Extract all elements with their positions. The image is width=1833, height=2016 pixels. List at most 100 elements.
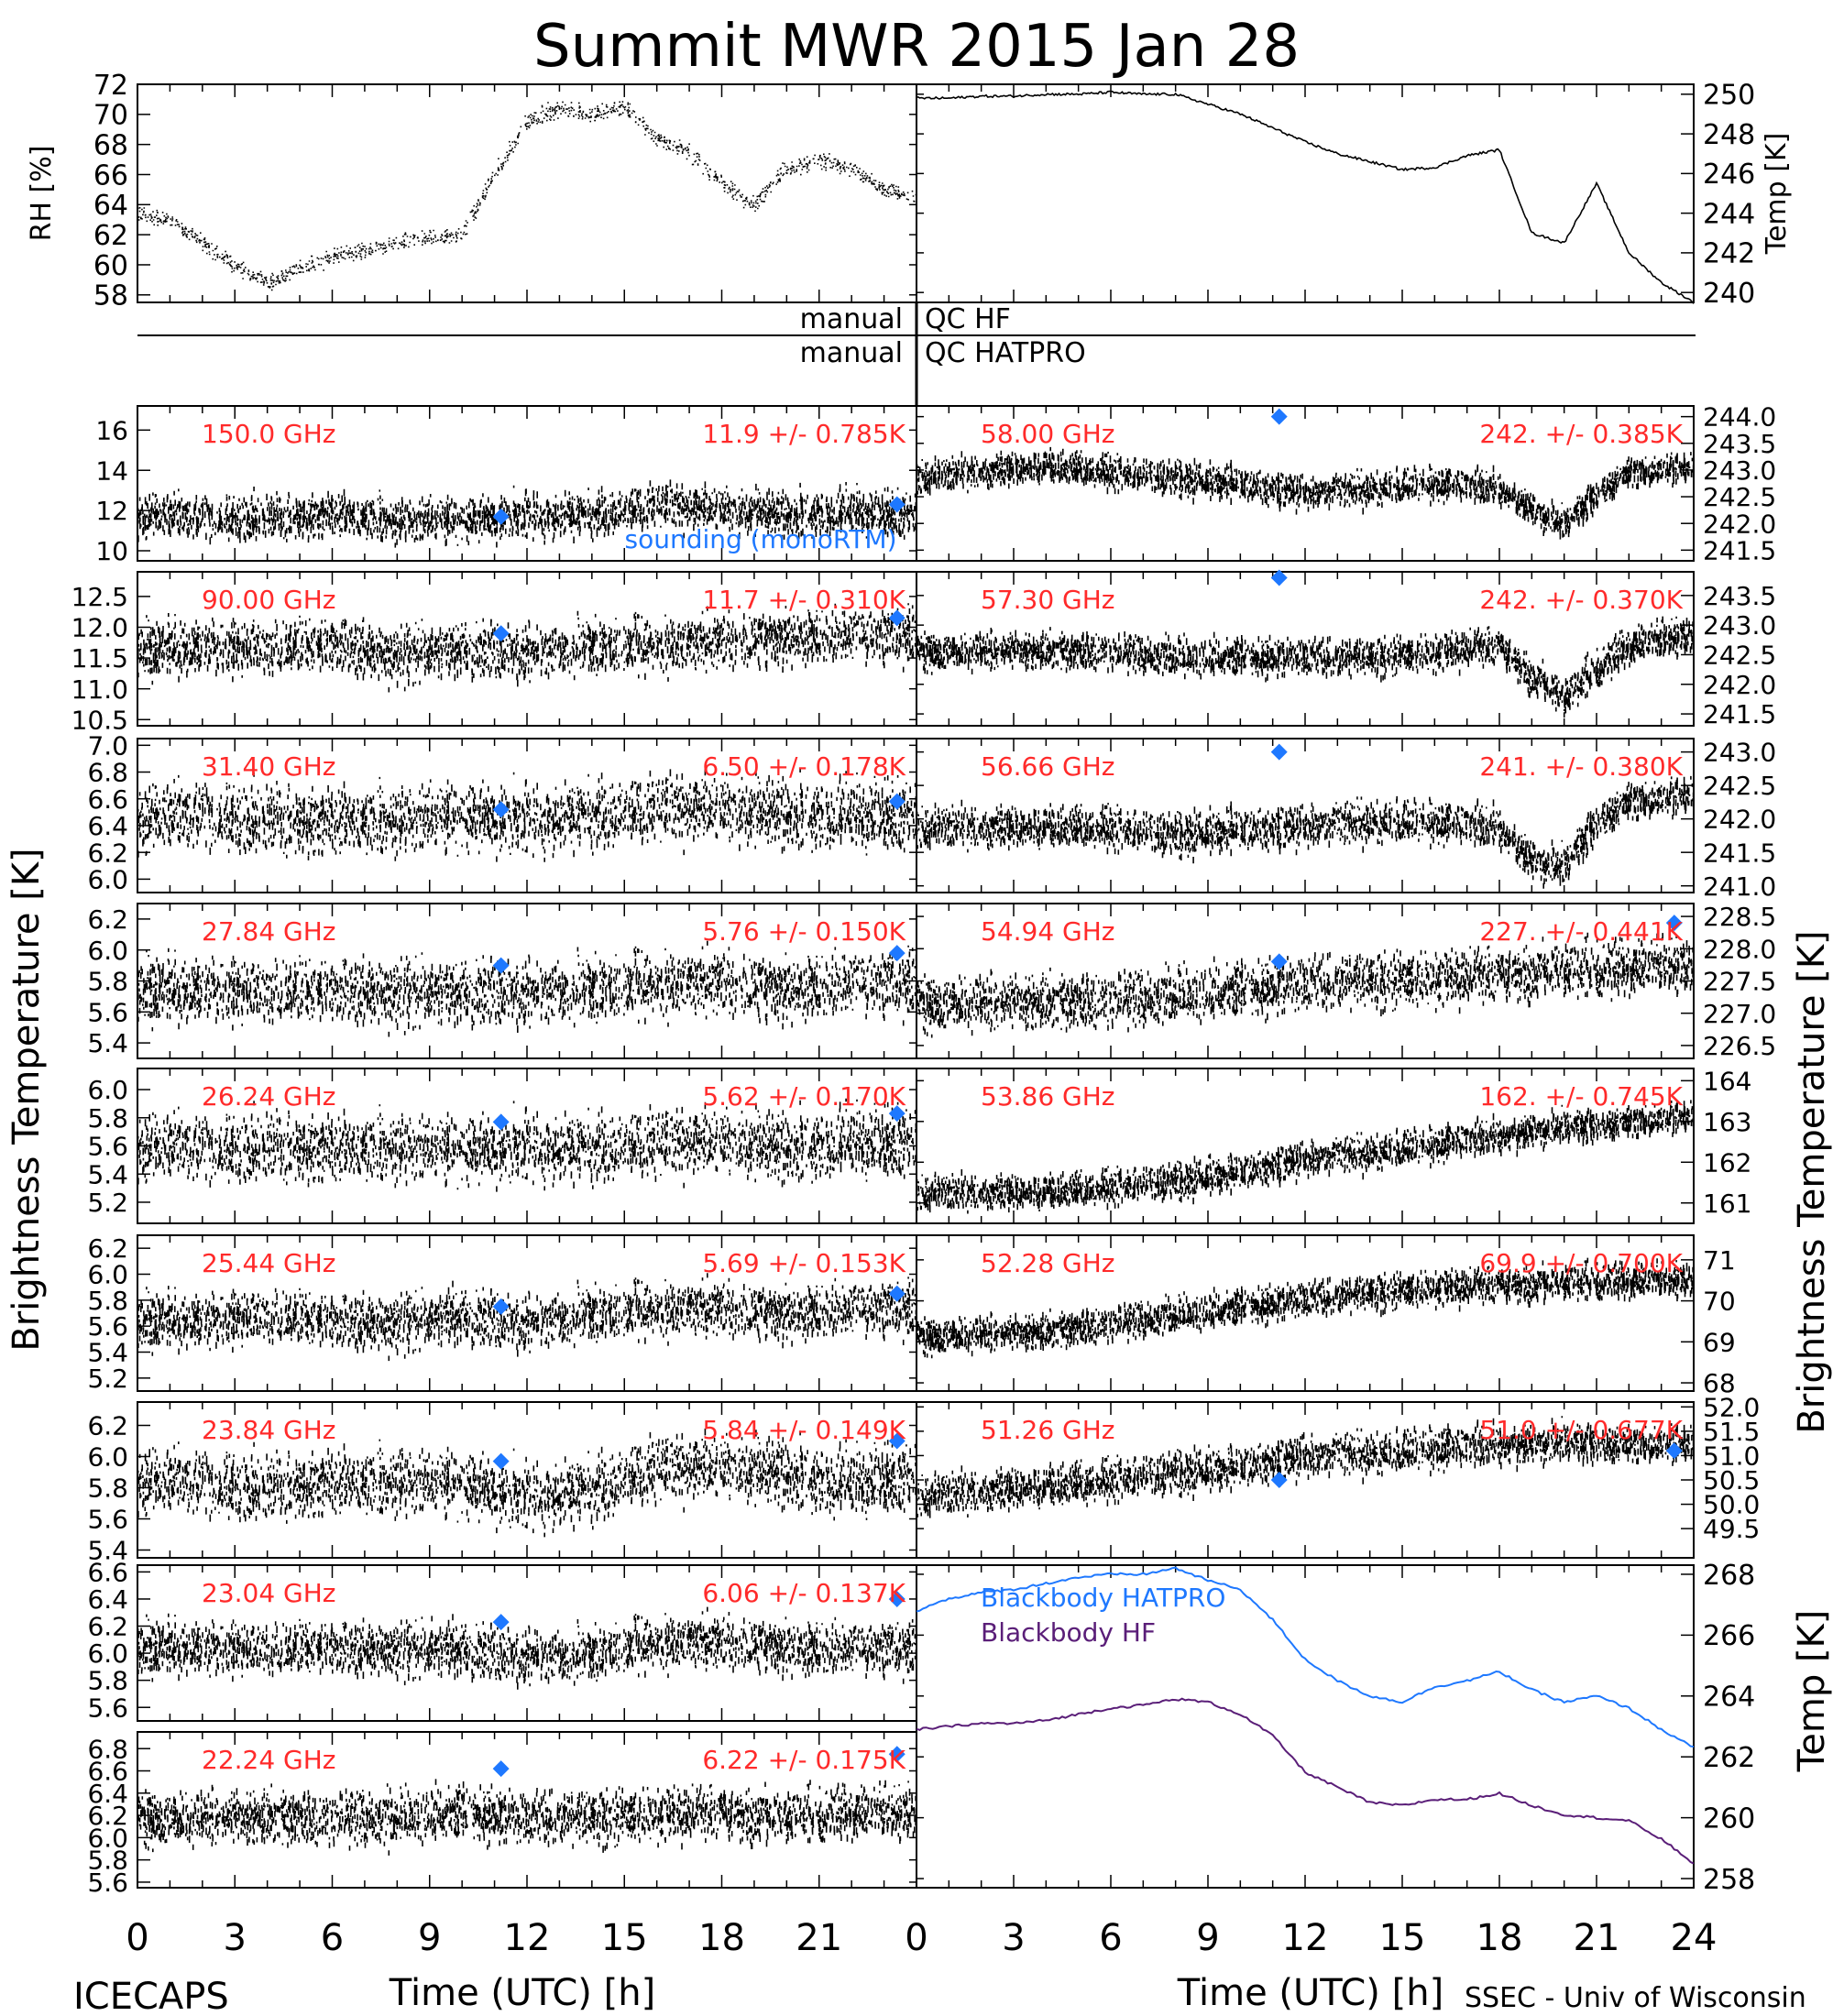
y-tick-label: 58 bbox=[93, 280, 128, 312]
sounding-marker bbox=[492, 1452, 510, 1470]
frequency-label: 150.0 GHz bbox=[202, 419, 336, 449]
x-tick-label: 18 bbox=[698, 1917, 745, 1959]
y-tick-label: 163 bbox=[1703, 1107, 1751, 1137]
frequency-label: 52.28 GHz bbox=[981, 1248, 1115, 1278]
frequency-label: 56.66 GHz bbox=[981, 751, 1115, 782]
y-tick-label: 12.5 bbox=[71, 582, 128, 612]
statistic-label: 162. +/- 0.745K bbox=[1479, 1081, 1683, 1112]
temp-line bbox=[916, 90, 1695, 304]
y-tick-label: 11.0 bbox=[71, 674, 128, 705]
y-tick-label: 6.0 bbox=[87, 1638, 128, 1669]
y-tick-label: 51.5 bbox=[1703, 1417, 1760, 1447]
y-tick-label: 227.0 bbox=[1703, 999, 1776, 1029]
data-points bbox=[916, 446, 1695, 540]
y-tick-label: 5.8 bbox=[87, 967, 128, 997]
y-tick-label: 241.5 bbox=[1703, 838, 1776, 868]
data-points bbox=[137, 1779, 917, 1856]
sounding-marker bbox=[1665, 1442, 1683, 1460]
data-points bbox=[137, 1428, 917, 1538]
y-tick-label: 5.8 bbox=[87, 1286, 128, 1316]
data-points bbox=[916, 1100, 1695, 1214]
frequency-label: 23.84 GHz bbox=[202, 1415, 336, 1445]
y-tick-label: 5.8 bbox=[87, 1846, 128, 1876]
statistic-label: 241. +/- 0.380K bbox=[1479, 751, 1683, 782]
statistic-label: 242. +/- 0.370K bbox=[1479, 585, 1683, 615]
sounding-marker bbox=[492, 957, 510, 974]
sounding-marker bbox=[492, 1298, 510, 1315]
y-tick-label: 70 bbox=[93, 100, 128, 132]
y-tick-label: 250 bbox=[1703, 80, 1755, 112]
statistic-label: 5.76 +/- 0.150K bbox=[702, 916, 906, 947]
frequency-label: 27.84 GHz bbox=[202, 916, 336, 947]
y-tick-label: 240 bbox=[1703, 278, 1755, 310]
sounding-marker bbox=[1270, 743, 1288, 761]
sounding-marker bbox=[888, 945, 906, 962]
y-tick-label: 50.5 bbox=[1703, 1465, 1760, 1496]
y-tick-label: 6.2 bbox=[87, 1233, 128, 1264]
y-tick-label: 64 bbox=[93, 190, 128, 222]
y-tick-label: 6.0 bbox=[87, 1442, 128, 1473]
y-tick-label: 5.4 bbox=[87, 1159, 128, 1189]
y-tick-label: 242 bbox=[1703, 238, 1755, 270]
statistic-label: 69.9 +/- 0.700K bbox=[1479, 1248, 1683, 1278]
sounding-marker bbox=[1270, 408, 1288, 425]
right-y-label: Brightness Temperature [K] bbox=[1791, 930, 1833, 1433]
qc-hf-label: QC HF bbox=[925, 303, 1011, 335]
y-tick-label: 242.0 bbox=[1703, 670, 1776, 700]
y-tick-label: 266 bbox=[1703, 1620, 1755, 1652]
y-tick-label: 242.0 bbox=[1703, 805, 1776, 835]
data-points bbox=[916, 616, 1695, 718]
frequency-label: 54.94 GHz bbox=[981, 916, 1115, 947]
y-tick-label: 6.6 bbox=[87, 1557, 128, 1587]
y-tick-label: 7.0 bbox=[87, 730, 128, 761]
sounding-annotation: sounding (monoRTM) bbox=[625, 524, 897, 554]
statistic-label: 6.06 +/- 0.137K bbox=[702, 1578, 906, 1608]
x-tick-label: 3 bbox=[1002, 1917, 1025, 1959]
sounding-marker bbox=[888, 609, 906, 627]
data-points bbox=[137, 101, 917, 291]
y-tick-label: 6.2 bbox=[87, 838, 128, 868]
panel-tb-26.24: 5.25.45.65.86.0 26.24 GHz 5.62 +/- 0.170K bbox=[87, 1068, 917, 1224]
data-points bbox=[137, 1098, 917, 1192]
y-tick-label: 6.6 bbox=[87, 1757, 128, 1787]
panel-tb-90: 10.511.011.512.012.5 90.00 GHz 11.7 +/- 0.… bbox=[71, 571, 917, 735]
y-tick-label: 71 bbox=[1703, 1245, 1736, 1276]
right-temp-label: Temp [K] bbox=[1791, 1610, 1833, 1773]
data-points bbox=[137, 1273, 917, 1362]
y-tick-label: 241.5 bbox=[1703, 699, 1776, 729]
sounding-marker bbox=[888, 1432, 906, 1450]
sounding-marker bbox=[888, 1285, 906, 1302]
x-tick-label: 9 bbox=[418, 1917, 441, 1959]
y-tick-label: 242.5 bbox=[1703, 482, 1776, 512]
sounding-marker bbox=[1270, 1472, 1288, 1488]
y-tick-label: 12.0 bbox=[71, 613, 128, 643]
frequency-label: 58.00 GHz bbox=[981, 419, 1115, 449]
x-tick-label: 12 bbox=[504, 1917, 551, 1959]
y-axis-label: RH [%] bbox=[26, 146, 58, 242]
y-tick-label: 228.5 bbox=[1703, 902, 1776, 932]
x-tick-label: 0 bbox=[905, 1917, 927, 1959]
data-points bbox=[916, 932, 1695, 1038]
legend-hf: Blackbody HF bbox=[981, 1617, 1156, 1648]
frequency-label: 22.24 GHz bbox=[202, 1745, 336, 1775]
y-tick-label: 68 bbox=[1703, 1368, 1736, 1398]
sounding-marker bbox=[888, 1590, 906, 1607]
sounding-marker bbox=[1665, 915, 1683, 932]
sounding-marker bbox=[1270, 569, 1288, 586]
x-tick-label: 6 bbox=[1099, 1917, 1122, 1959]
frequency-label: 25.44 GHz bbox=[202, 1248, 336, 1278]
sounding-marker bbox=[1270, 953, 1288, 970]
y-tick-label: 5.6 bbox=[87, 1311, 128, 1342]
y-tick-label: 6.0 bbox=[87, 936, 128, 966]
data-points bbox=[137, 767, 917, 862]
panel-tb-52.28: 68 69 70 71 52.28 GHz 69.9 +/- 0.700K bbox=[916, 1234, 1736, 1398]
statistic-label: 242. +/- 0.385K bbox=[1479, 419, 1683, 449]
panel-tb-22.24: 5.65.86.06.26.46.66.8 22.24 GHz 6.22 +/- 0… bbox=[87, 1731, 917, 1898]
y-tick-label: 242.5 bbox=[1703, 641, 1776, 671]
y-tick-label: 69 bbox=[1703, 1327, 1736, 1357]
y-tick-label: 243.0 bbox=[1703, 455, 1776, 486]
footer-left: ICECAPS bbox=[73, 1976, 229, 2016]
